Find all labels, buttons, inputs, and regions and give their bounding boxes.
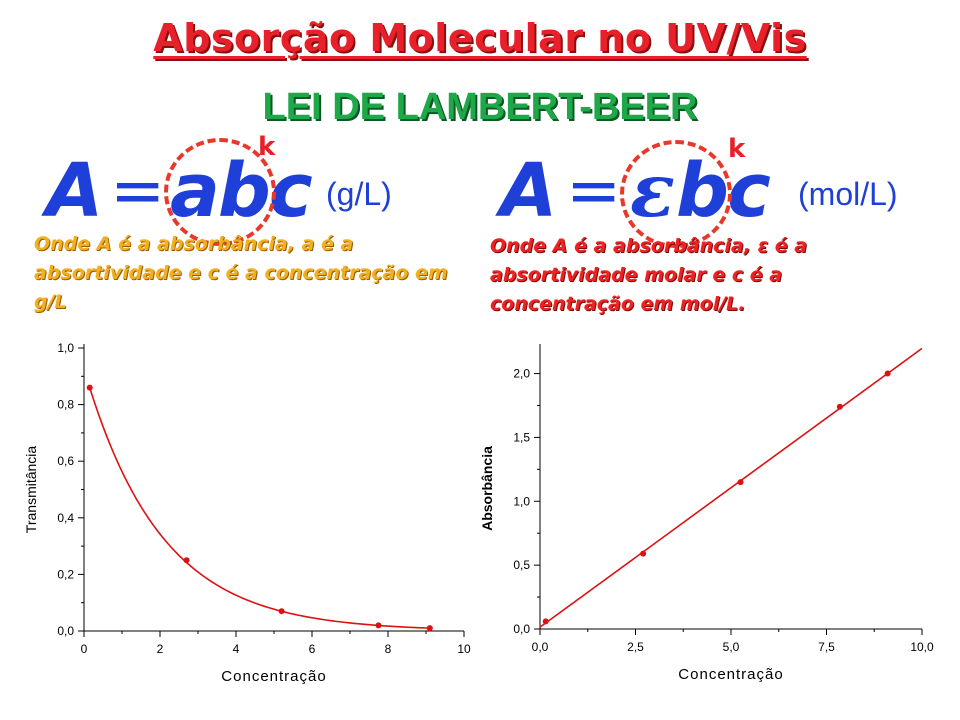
slide-subtitle: LEI DE LAMBERT-BEER	[262, 86, 698, 128]
data-point	[884, 370, 891, 377]
left-formula-lhs: A	[46, 148, 104, 234]
fit-curve	[539, 347, 923, 628]
data-point	[737, 479, 744, 486]
absorbance-chart: 0,0 2,5 5,0 7,5 10,0 0,0 0,5 1,0 1,5 2,0 Concentra…	[479, 344, 934, 683]
y-tick-label: 0,2	[57, 567, 74, 581]
y-tick-label: 0,8	[57, 398, 74, 412]
y-tick-label: 2,0	[513, 367, 530, 381]
data-point	[836, 403, 843, 410]
x-axis-label: Concentração	[678, 666, 783, 683]
left-k-label: k	[258, 132, 276, 162]
y-tick-label: 1,0	[513, 494, 530, 508]
x-tick-label: 4	[233, 642, 240, 656]
fit-curve	[88, 387, 430, 629]
data-point	[542, 618, 549, 625]
data-point	[183, 557, 190, 564]
x-axis-label: Concentração	[221, 668, 326, 685]
left-formula-equals: =	[110, 152, 166, 229]
x-tick-label: 0	[81, 642, 88, 656]
transmittance-chart: 0 2 4 6 8 10 0,0 0,2 0,4 0,6 0,8 1,0 Concentração Tra…	[23, 341, 471, 685]
x-tick-label: 2	[157, 642, 164, 656]
y-tick-label: 1,5	[513, 430, 530, 444]
y-axis-label: Absorbância	[479, 446, 495, 531]
data-point	[426, 625, 433, 632]
right-dashed-circle	[620, 140, 732, 248]
y-tick-label: 0,4	[57, 511, 74, 525]
y-tick-label: 0,0	[57, 624, 74, 638]
x-tick-label: 5,0	[723, 640, 740, 654]
left-unit: (g/L)	[326, 176, 392, 212]
left-description: Onde A é a absorbância, a é a absortivid…	[34, 233, 448, 313]
y-tick-label: 0,0	[513, 622, 530, 636]
x-tick-label: 8	[385, 642, 392, 656]
x-tick-label: 10,0	[910, 640, 934, 654]
right-k-label: k	[728, 134, 746, 164]
y-tick-label: 1,0	[57, 341, 74, 355]
right-unit: (mol/L)	[798, 176, 898, 212]
y-tick-label: 0,6	[57, 454, 74, 468]
data-point	[375, 622, 382, 629]
data-point	[86, 384, 93, 391]
right-formula-equals: =	[566, 152, 622, 229]
right-formula-lhs: A	[500, 148, 558, 234]
x-tick-label: 2,5	[627, 640, 644, 654]
y-tick-label: 0,5	[513, 558, 530, 572]
x-tick-label: 10	[457, 642, 471, 656]
x-tick-label: 7,5	[818, 640, 835, 654]
y-axis-label: Transmitância	[23, 446, 39, 534]
data-point	[640, 550, 647, 557]
data-point	[278, 608, 285, 615]
left-dashed-circle	[164, 138, 276, 246]
x-tick-label: 0,0	[532, 640, 549, 654]
right-description: Onde A é a absorbância, ε é a absortivid…	[490, 235, 808, 315]
x-tick-label: 6	[309, 642, 316, 656]
slide-title: Absorção Molecular no UV/Vis	[153, 16, 807, 60]
